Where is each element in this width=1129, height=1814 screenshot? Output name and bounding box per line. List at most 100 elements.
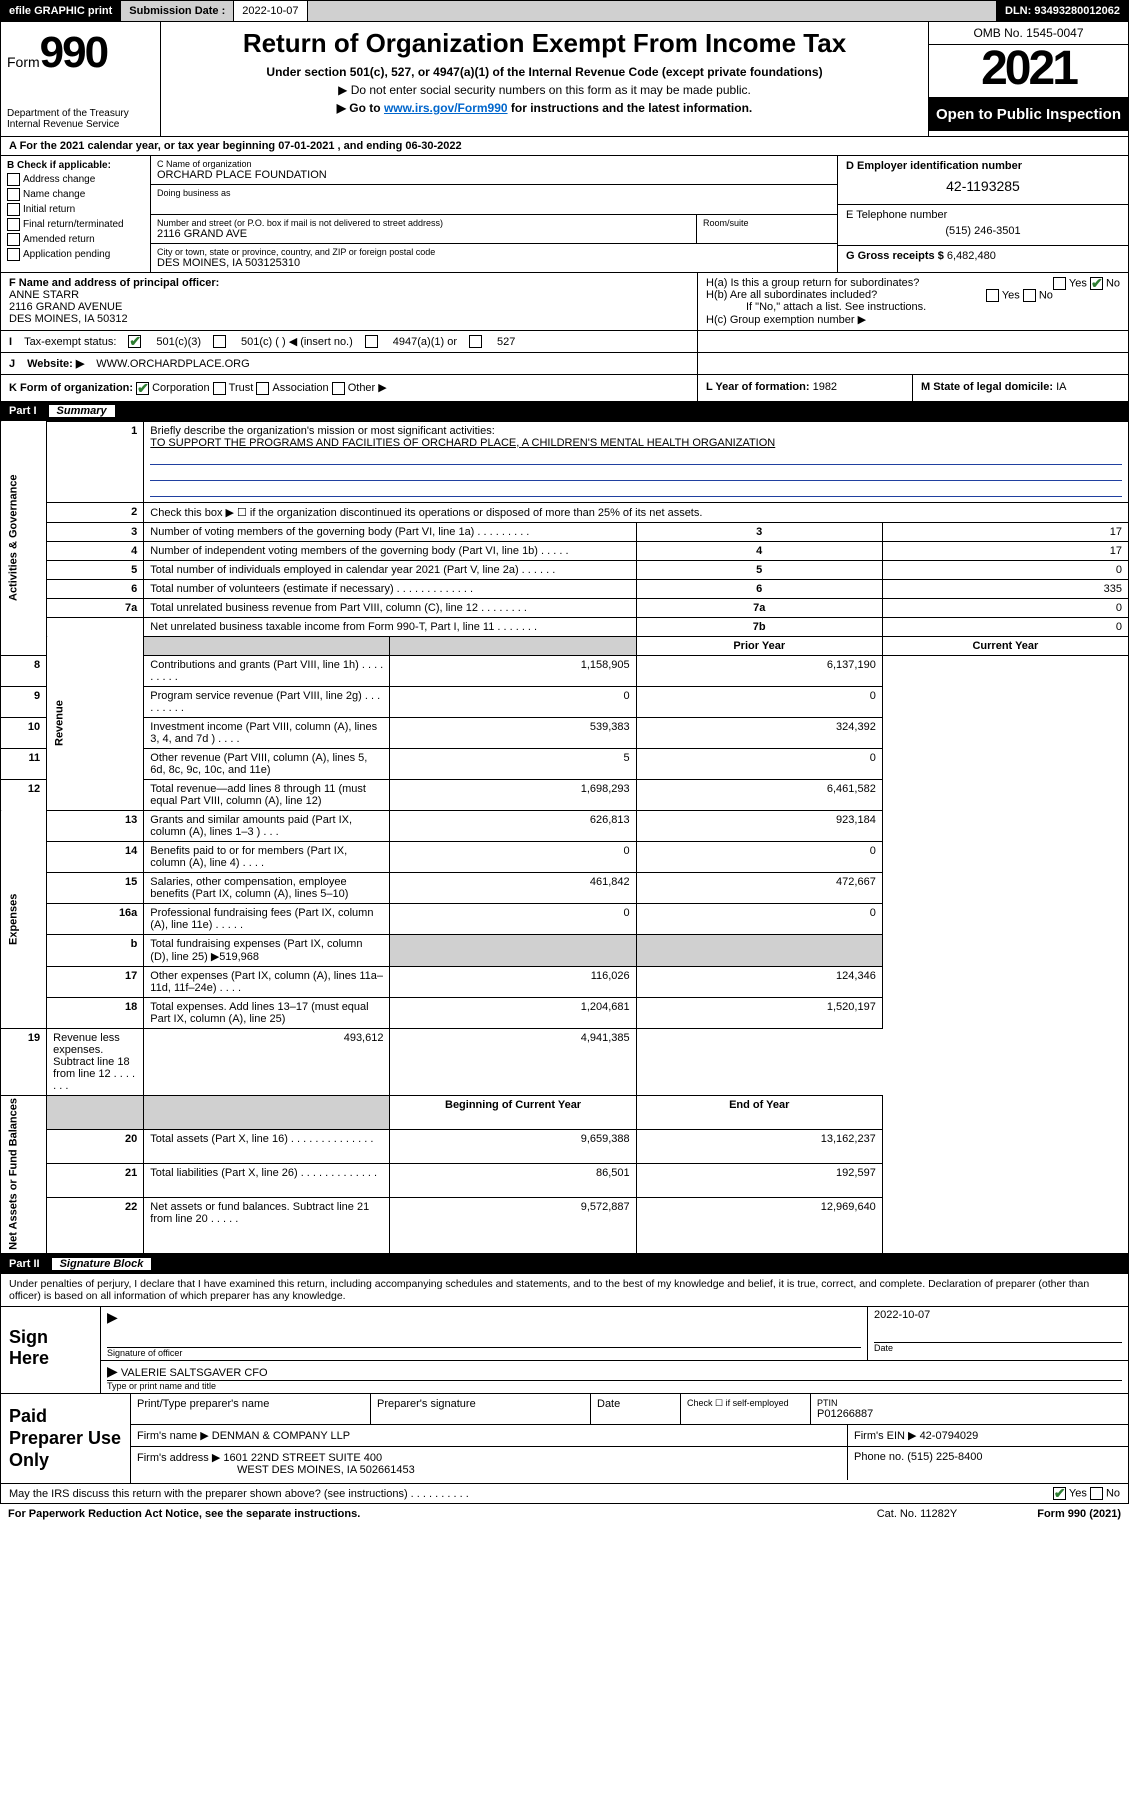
row-h-continued [698, 331, 1128, 352]
ln: 4 [47, 541, 144, 560]
val: 17 [882, 541, 1128, 560]
val: 17 [882, 522, 1128, 541]
chk-501c3[interactable] [128, 335, 141, 348]
ln-1: 1 [47, 421, 144, 502]
room-cell: Room/suite [697, 215, 837, 243]
desc: Total unrelated business revenue from Pa… [144, 598, 636, 617]
current [636, 934, 882, 966]
chk-final-return[interactable]: Final return/terminated [7, 218, 144, 231]
discuss-text: May the IRS discuss this return with the… [9, 1488, 469, 1500]
website-row: J Website: ▶ WWW.ORCHARDPLACE.ORG [1, 353, 698, 374]
hb-no[interactable] [1023, 289, 1036, 302]
hdr-current: Current Year [882, 636, 1128, 655]
form-header: Form990 Department of the Treasury Inter… [0, 22, 1129, 137]
desc: Investment income (Part VIII, column (A)… [144, 717, 390, 748]
part-ii-header: Part II Signature Block [0, 1254, 1129, 1274]
ha-no[interactable] [1090, 277, 1103, 290]
room-label: Room/suite [703, 218, 831, 228]
ein-cell: D Employer identification number 42-1193… [838, 156, 1128, 205]
hdr-begin: Beginning of Current Year [390, 1095, 636, 1129]
chk-application-pending[interactable]: Application pending [7, 248, 144, 261]
part-ii-title: Signature Block [52, 1258, 152, 1270]
org-name-cell: C Name of organization ORCHARD PLACE FOU… [151, 156, 837, 185]
numkey: 5 [636, 560, 882, 579]
current: 192,597 [636, 1164, 882, 1198]
chk-4947[interactable] [365, 335, 378, 348]
chk-trust[interactable] [213, 382, 226, 395]
part-i-header: Part I Summary [0, 401, 1129, 421]
prior: 0 [390, 903, 636, 934]
ln: 5 [47, 560, 144, 579]
numkey: 4 [636, 541, 882, 560]
dept-treasury: Department of the Treasury [7, 108, 154, 119]
ln: 12 [1, 779, 47, 810]
col-d-ein: D Employer identification number 42-1193… [838, 156, 1128, 272]
chk-amended-return[interactable]: Amended return [7, 233, 144, 246]
chk-assoc[interactable] [256, 382, 269, 395]
street-label: Number and street (or P.O. box if mail i… [157, 218, 690, 228]
firm-ein-cell: Firm's EIN ▶ 42-0794029 [848, 1425, 1128, 1446]
ptin: P01266887 [817, 1408, 1122, 1420]
current: 124,346 [636, 966, 882, 997]
desc: Other revenue (Part VIII, column (A), li… [144, 748, 390, 779]
ln: 21 [47, 1164, 144, 1198]
discuss-no[interactable] [1090, 1487, 1103, 1500]
row-h: H(a) Is this a group return for subordin… [698, 273, 1128, 330]
chk-initial-return[interactable]: Initial return [7, 203, 144, 216]
chk-501c[interactable] [213, 335, 226, 348]
arrow-icon: ▶ [107, 1309, 118, 1325]
header-right: OMB No. 1545-0047 2021 Open to Public In… [928, 22, 1128, 136]
chk-527[interactable] [469, 335, 482, 348]
val: 335 [882, 579, 1128, 598]
subtitle-2: ▶ Do not enter social security numbers o… [181, 83, 908, 97]
ln: 22 [47, 1198, 144, 1254]
ein: 42-1193285 [846, 172, 1120, 200]
current: 0 [636, 686, 882, 717]
irs-discuss-row: May the IRS discuss this return with the… [0, 1484, 1129, 1504]
numkey: 3 [636, 522, 882, 541]
summary-table: Activities & Governance 1 Briefly descri… [0, 421, 1129, 1255]
current: 12,969,640 [636, 1198, 882, 1254]
prior: 626,813 [390, 810, 636, 841]
h-a: H(a) Is this a group return for subordin… [706, 277, 1120, 289]
current: 4,941,385 [390, 1028, 636, 1095]
chk-address-change[interactable]: Address change [7, 173, 144, 186]
h-b: H(b) Are all subordinates included? Yes … [706, 289, 1120, 301]
tax-exempt-status: I Tax-exempt status: 501(c)(3) 501(c) ( … [1, 331, 698, 352]
submission-label: Submission Date : [121, 1, 234, 21]
chk-other[interactable] [332, 382, 345, 395]
prior: 539,383 [390, 717, 636, 748]
tax-year: 2021 [929, 45, 1128, 98]
numkey: 6 [636, 579, 882, 598]
current: 0 [636, 748, 882, 779]
discuss-yes[interactable] [1053, 1487, 1066, 1500]
prep-selfemp[interactable]: Check ☐ if self-employed [681, 1394, 811, 1424]
website: WWW.ORCHARDPLACE.ORG [96, 358, 249, 370]
dln: DLN: 93493280012062 [997, 1, 1128, 21]
officer-addr1: 2116 GRAND AVENUE [9, 301, 122, 313]
efile-label[interactable]: efile GRAPHIC print [1, 1, 121, 21]
line-2: Check this box ▶ ☐ if the organization d… [144, 502, 1129, 522]
numkey: 7b [636, 617, 882, 636]
ha-yes[interactable] [1053, 277, 1066, 290]
desc: Total revenue—add lines 8 through 11 (mu… [144, 779, 390, 810]
gross-label: G Gross receipts $ [846, 250, 944, 262]
form-title: Return of Organization Exempt From Incom… [181, 28, 908, 59]
cat-no: Cat. No. 11282Y [877, 1508, 958, 1520]
officer-printed: VALERIE SALTSGAVER CFO [121, 1367, 268, 1379]
ln: 15 [47, 872, 144, 903]
form-of-org: K Form of organization: Corporation Trus… [1, 375, 698, 401]
prep-name-hdr: Print/Type preparer's name [131, 1394, 371, 1424]
current: 0 [636, 903, 882, 934]
chk-corp[interactable] [136, 382, 149, 395]
instructions-link[interactable]: www.irs.gov/Form990 [384, 101, 508, 115]
hb-yes[interactable] [986, 289, 999, 302]
chk-name-change[interactable]: Name change [7, 188, 144, 201]
year-formation: L Year of formation: 1982 [698, 375, 913, 401]
prior: 86,501 [390, 1164, 636, 1198]
form-number: 990 [40, 28, 107, 77]
subtitle-3: ▶ Go to www.irs.gov/Form990 for instruct… [181, 101, 908, 115]
perjury-declaration: Under penalties of perjury, I declare th… [0, 1274, 1129, 1307]
form-word: Form [7, 54, 40, 70]
row-a-tax-year: A For the 2021 calendar year, or tax yea… [0, 137, 1129, 156]
